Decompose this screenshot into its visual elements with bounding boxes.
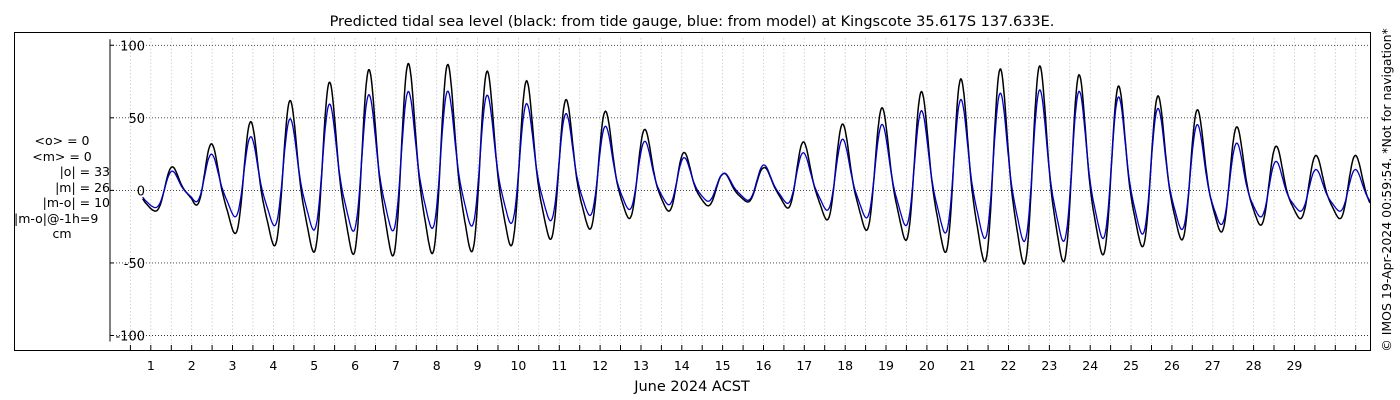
stat-unit: cm xyxy=(52,226,72,241)
x-axis-label: June 2024 ACST xyxy=(633,379,750,395)
x-tick-label: 2 xyxy=(188,358,196,373)
x-tick-label: 4 xyxy=(269,358,277,373)
series-line xyxy=(142,62,1371,265)
x-tick-label: 28 xyxy=(1246,358,1262,373)
y-tick-label: -50 xyxy=(124,257,145,272)
x-tick-label: 13 xyxy=(633,358,649,373)
stat-mean-obs: <o> = 0 xyxy=(34,133,90,148)
x-tick-label: 8 xyxy=(433,358,441,373)
x-tick-label: 25 xyxy=(1123,358,1139,373)
y-tick-label: 50 xyxy=(128,112,145,127)
statistics-panel: <o> = 0 <m> = 0 |o| = 33 |m| = 26 |m-o| … xyxy=(14,133,110,242)
x-tick-label: 10 xyxy=(510,358,526,373)
x-tick-label: 22 xyxy=(1001,358,1017,373)
series-layer xyxy=(142,62,1371,265)
series-line xyxy=(142,89,1371,243)
x-tick-label: 5 xyxy=(310,358,318,373)
axes xyxy=(109,39,1357,350)
x-tick-label: 20 xyxy=(919,358,935,373)
x-tick-label: 7 xyxy=(392,358,400,373)
stat-abs-diff: |m-o| = 10 xyxy=(42,195,110,210)
stat-mean-model: <m> = 0 xyxy=(32,148,92,164)
x-tick-label: 19 xyxy=(878,358,894,373)
x-tick-label: 1 xyxy=(147,358,155,373)
chart-title: Predicted tidal sea level (black: from t… xyxy=(330,14,1055,30)
stat-abs-model: |m| = 26 xyxy=(55,179,110,195)
credit-text: © IMOS 19-Apr-2024 00:59:54. *Not for na… xyxy=(1379,28,1394,352)
x-tick-label: 11 xyxy=(551,358,567,373)
x-tick-label: 23 xyxy=(1041,358,1057,373)
x-tick-label: 12 xyxy=(592,358,608,373)
x-tick-label: 15 xyxy=(715,358,731,373)
outer-frame xyxy=(14,32,1371,351)
x-tick-label: 29 xyxy=(1286,358,1302,373)
x-tick-label: 6 xyxy=(351,358,359,373)
x-tick-label: 14 xyxy=(674,358,690,373)
x-tick-label: 17 xyxy=(796,358,812,373)
x-tick-label: 3 xyxy=(229,358,237,373)
x-tick-label: 16 xyxy=(756,358,772,373)
x-tick-label: 26 xyxy=(1164,358,1180,373)
y-tick-label: -100 xyxy=(115,329,145,344)
stat-abs-diff-lag: |m-o|@-1h=9 xyxy=(14,210,99,226)
y-tick-label: 0 xyxy=(137,184,145,199)
x-tick-label: 24 xyxy=(1082,358,1098,373)
stat-abs-obs: |o| = 33 xyxy=(59,164,110,179)
x-tick-label: 9 xyxy=(474,358,482,373)
grid-lines xyxy=(110,38,1370,350)
y-tick-label: 100 xyxy=(120,39,145,54)
x-tick-label: 27 xyxy=(1205,358,1221,373)
x-tick-label: 18 xyxy=(837,358,853,373)
x-tick-label: 21 xyxy=(960,358,976,373)
